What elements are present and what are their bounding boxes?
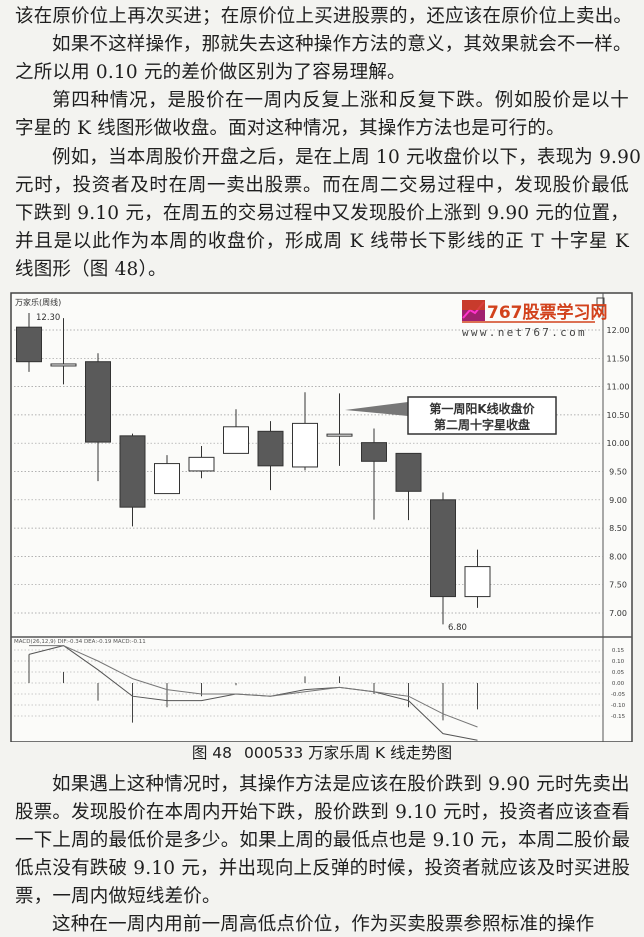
- candle: [16, 313, 42, 372]
- candle-body: [16, 326, 42, 363]
- candle-body: [464, 566, 491, 598]
- macd-tick-label: -0.10: [611, 703, 626, 709]
- macd-tick-label: -0.15: [611, 714, 626, 720]
- candle-body: [292, 422, 318, 468]
- candle: [361, 428, 387, 520]
- candle-body: [85, 361, 111, 443]
- corner-icon[interactable]: [596, 297, 605, 307]
- text-line: 线图形（图 48）。: [15, 258, 167, 280]
- price-tick-label: 9.00: [609, 496, 627, 505]
- candle: [154, 455, 180, 495]
- text-line: 一下上周的最低价是多少。如果上周的最低点也是 9.10 元，本周二股价最: [15, 830, 631, 851]
- candle-body: [257, 430, 284, 467]
- price-tick-label: 10.00: [607, 439, 630, 448]
- candle: [430, 492, 456, 625]
- chart-frame: [10, 292, 633, 742]
- candle-body: [154, 463, 180, 495]
- text-line: 票，一周内做短线差价。: [15, 886, 221, 907]
- text-line: 例如，当本周股价开盘之后，是在上周 10 元收盘价以下，表现为 9.90: [52, 146, 642, 168]
- annotation-line-2: 第二周十字星收盘: [434, 417, 530, 432]
- price-tick-label: 8.50: [609, 524, 627, 533]
- figure-title: 000533 万家乐周 K 线走势图: [244, 744, 453, 762]
- annotation-callout: 第一周阳K线收盘价 第二周十字星收盘: [345, 396, 557, 435]
- candle: [292, 392, 318, 471]
- text-line: 元时，投资者及时在周一卖出股票。而在周二交易过程中，发现股价最低: [15, 174, 629, 196]
- high-label: 12.30: [36, 313, 60, 323]
- candle-body: [223, 426, 249, 454]
- candle: [257, 421, 284, 491]
- text-line: 该在原价位上再次买进；在原价位上买进股票的，还应该在原价位上卖出。: [15, 6, 633, 27]
- price-tick-label: 7.50: [609, 581, 627, 590]
- macd-tick-label: -0.05: [611, 692, 626, 698]
- candle: [50, 318, 77, 385]
- candle: [119, 433, 146, 527]
- candle: [464, 549, 491, 608]
- candle-body: [395, 452, 422, 492]
- chart-title: 万家乐(周线): [15, 297, 61, 307]
- macd-tick-label: 0.15: [612, 648, 625, 654]
- low-label: 6.80: [448, 623, 467, 633]
- macd-tick-label: 0.00: [612, 681, 625, 687]
- figure-number: 图 48: [191, 744, 233, 762]
- candle-body: [119, 435, 146, 508]
- annotation-line-1: 第一周阳K线收盘价: [429, 401, 535, 416]
- candle: [188, 446, 215, 479]
- price-tick-label: 11.50: [607, 354, 630, 363]
- logo-brand: 767股票学习网: [487, 302, 608, 323]
- price-tick-label: 12.00: [607, 326, 630, 335]
- price-tick-label: 8.00: [609, 552, 627, 561]
- text-line: 低点没有跌破 9.10 元，并出现向上反弹的时候，投资者就应该及时买进股: [15, 858, 631, 879]
- candle-body: [188, 456, 215, 472]
- text-line: 之所以用 0.10 元的差价做区别为了容易理解。: [15, 62, 406, 84]
- candle: [395, 452, 422, 521]
- candle-body: [430, 499, 456, 598]
- text-line: 这种在一周内用前一周高低点价位，作为买卖股票参照标准的操作: [52, 914, 595, 935]
- watermark-logo: 767股票学习网 www.net767.com: [462, 300, 608, 339]
- text-line: 如果遇上这种情况时，其操作方法是应该在股价跌到 9.90 元时先卖出: [52, 774, 630, 795]
- macd-tick-label: 0.05: [612, 670, 625, 676]
- candle: [326, 393, 353, 466]
- candle: [223, 409, 249, 454]
- text-line: 下跌到 9.10 元，在周五的交易过程中又发现股价上涨到 9.90 元的位置，: [15, 202, 629, 224]
- candle: [85, 353, 111, 482]
- price-tick-label: 11.00: [607, 383, 630, 392]
- macd-header: MACD(26,12,9) DIF:-0.34 DEA:-0.19 MACD:-…: [14, 639, 146, 645]
- dea-line: [29, 645, 478, 728]
- candle-body: [50, 363, 77, 367]
- text-line: 并且是以此作为本周的收盘价，形成周 K 线带长下影线的正 T 十字星 K: [15, 230, 629, 252]
- logo-url: www.net767.com: [462, 326, 587, 339]
- text-line: 如果不这样操作，那就失去这种操作方法的意义，其效果就会不一样。: [52, 34, 632, 56]
- text-line: 股票。发现股价在本周内开始下跌，股价跌到 9.10 元时，投资者应该查看: [15, 802, 631, 823]
- figure-caption: 图 48 000533 万家乐周 K 线走势图: [0, 743, 644, 763]
- macd-tick-label: 0.10: [612, 659, 625, 665]
- price-tick-label: 9.50: [609, 468, 627, 477]
- text-line: 第四种情况，是股价在一周内反复上涨和反复下跌。例如股价是以十: [52, 90, 629, 112]
- candle-body: [361, 442, 387, 462]
- candle-body: [326, 433, 353, 437]
- price-tick-label: 7.00: [609, 609, 627, 618]
- text-line: 字星的 K 线图形做收盘。面对这种情况，其操作方法也是可行的。: [15, 118, 565, 140]
- price-tick-label: 10.50: [607, 411, 630, 420]
- weekly-kline-chart: 12.00 11.50 11.00 10.50 10.00 9.50 9.00 8.50 8.0…: [10, 292, 633, 742]
